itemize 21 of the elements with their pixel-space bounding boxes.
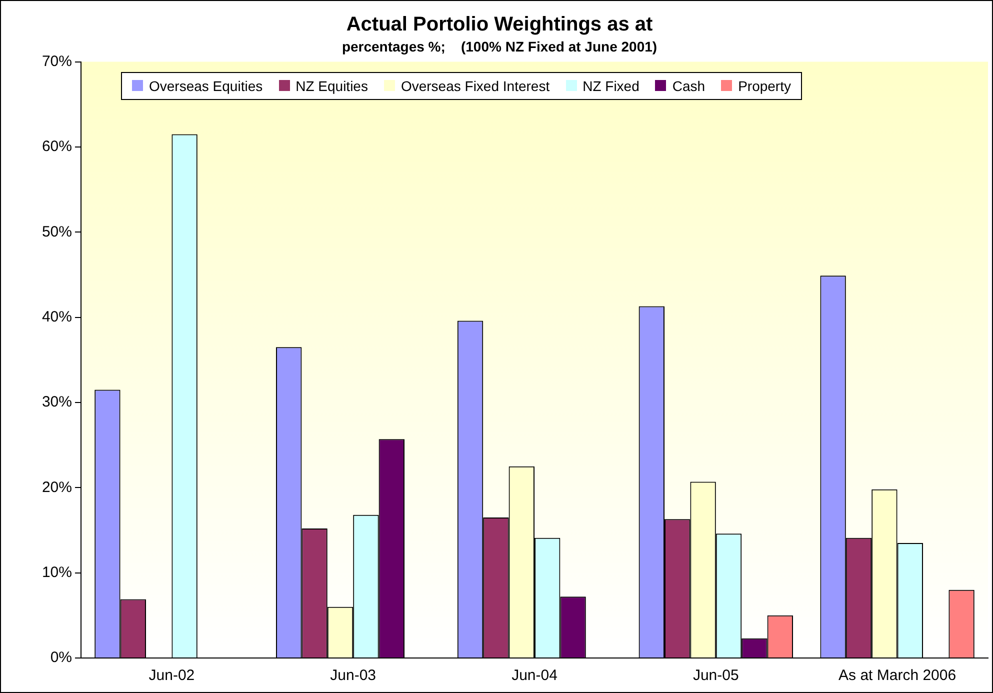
legend-label: Property (738, 78, 791, 94)
x-tick-label: Jun-05 (692, 667, 739, 684)
y-tick-label: 10% (42, 564, 72, 581)
x-tick-label: Jun-04 (512, 667, 558, 684)
y-tick-label: 50% (42, 223, 72, 240)
legend-label: Overseas Equities (149, 78, 263, 94)
y-tick-label: 40% (42, 308, 72, 326)
y-tick-label: 70% (42, 52, 72, 70)
y-tick-label: 30% (42, 394, 72, 411)
y-tick-label: 20% (42, 478, 72, 496)
chart-title: Actual Portolio Weightings as at (346, 14, 654, 36)
legend-label: NZ Fixed (582, 78, 640, 94)
chart-subtitle: percentages %; (100% NZ Fixed at June 2001) (342, 38, 658, 54)
x-tick-label: Jun-03 (330, 667, 376, 684)
legend-label: NZ Equities (296, 78, 368, 94)
x-tick-label: As at March 2006 (838, 667, 956, 684)
legend-label: Overseas Fixed Interest (400, 78, 550, 94)
legend-label: Cash (672, 78, 706, 94)
x-tick-label: Jun-02 (148, 667, 195, 684)
y-tick-label: 60% (42, 138, 72, 156)
y-tick-label: 0% (50, 649, 72, 666)
